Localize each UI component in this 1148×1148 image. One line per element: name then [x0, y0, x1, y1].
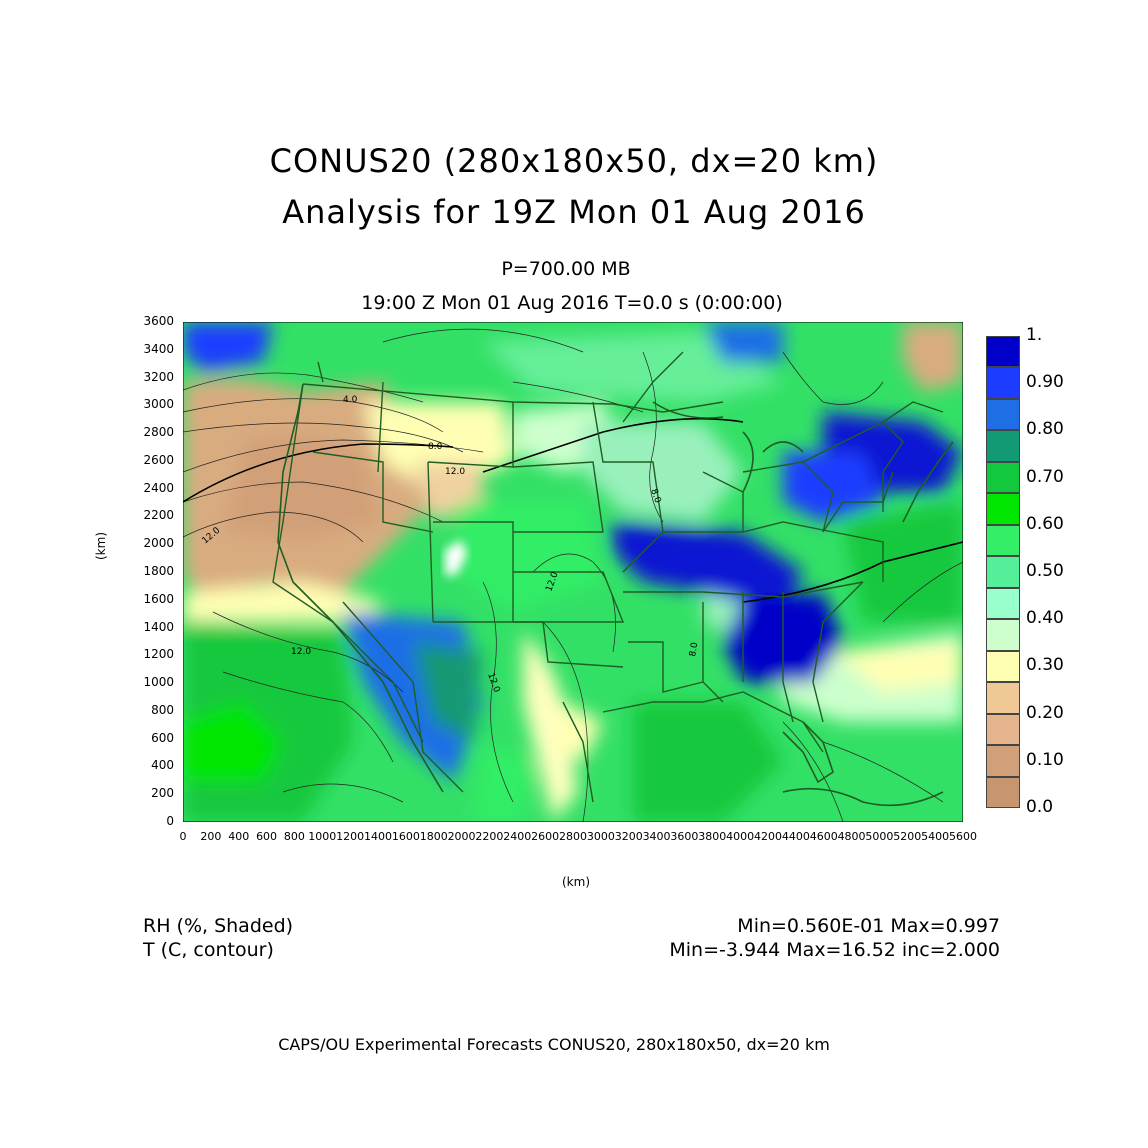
x-tick-label: 1400 — [364, 830, 392, 843]
temperature-field-label: T (C, contour) — [143, 939, 274, 961]
pressure-level: P=700.00 MB — [501, 258, 631, 280]
x-tick-label: 5200 — [893, 830, 922, 843]
y-tick-label: 1400 — [143, 619, 174, 634]
legend-swatch — [986, 493, 1020, 525]
legend-label: 0.80 — [1026, 419, 1064, 440]
legend-swatch — [986, 650, 1020, 683]
footer-caption: CAPS/OU Experimental Forecasts CONUS20, … — [278, 1035, 830, 1054]
x-tick-label: 1000 — [308, 830, 337, 843]
legend-swatch — [986, 682, 1020, 714]
x-tick-label: 4600 — [809, 830, 838, 843]
x-tick-label: 5600 — [949, 830, 977, 843]
temperature-contours — [183, 328, 963, 822]
y-axis-label: (km) — [94, 531, 108, 560]
legend-label: 0.70 — [1026, 466, 1064, 487]
x-tick-label: 0 — [179, 830, 187, 843]
contour-label: 8.0 — [428, 442, 443, 452]
x-tick-label: 4000 — [726, 830, 755, 843]
legend-swatch — [986, 524, 1020, 557]
x-tick-label: 5400 — [921, 830, 950, 843]
x-tick-label: 4200 — [754, 830, 782, 843]
y-tick-label: 3600 — [143, 314, 174, 328]
x-tick-label: 1800 — [419, 830, 448, 843]
legend-label: 0.60 — [1026, 513, 1064, 534]
legend-swatch — [986, 745, 1020, 777]
x-tick-label: 3800 — [698, 830, 727, 843]
y-tick-label: 1000 — [143, 675, 174, 690]
x-tick-label: 3000 — [586, 830, 615, 843]
x-tick-label: 200 — [200, 830, 222, 843]
title-line2: Analysis for 19Z Mon 01 Aug 2016 — [282, 193, 866, 231]
temperature-field-stats: Min=-3.944 Max=16.52 inc=2.000 — [669, 939, 1000, 961]
legend-label: 0.20 — [1026, 702, 1064, 723]
legend-label: 0.10 — [1026, 749, 1064, 770]
legend-swatch — [986, 367, 1020, 399]
y-tick-label: 3400 — [143, 341, 174, 356]
y-tick-label: 3000 — [143, 397, 174, 412]
legend-label: 0.40 — [1026, 608, 1064, 629]
x-tick-label: 2000 — [447, 830, 476, 843]
x-tick-label: 2400 — [503, 830, 532, 843]
x-tick-label: 3600 — [670, 830, 699, 843]
contour-label: 8.0 — [648, 488, 662, 505]
legend-swatch — [986, 619, 1020, 651]
x-axis-label: (km) — [562, 875, 591, 889]
legend-swatch — [986, 398, 1020, 431]
rh-field-stats: Min=0.560E-01 Max=0.997 — [737, 915, 1000, 937]
rh-temperature-map: 4.0 8.0 12.0 12.0 12.0 12.0 12.0 8.0 8.0 — [183, 322, 963, 822]
y-tick-label: 1200 — [143, 647, 174, 662]
legend-label: 1. — [1026, 325, 1043, 345]
legend-swatch — [986, 776, 1020, 808]
x-tick-label: 4800 — [837, 830, 866, 843]
legend-swatch — [986, 556, 1020, 588]
y-tick-label: 1600 — [143, 591, 174, 606]
y-tick-label: 800 — [151, 702, 174, 717]
y-tick-label: 200 — [151, 786, 174, 801]
legend-swatch — [986, 587, 1020, 620]
legend-swatch — [986, 713, 1020, 746]
rh-shading — [183, 322, 963, 822]
y-tick-label: 2600 — [143, 452, 174, 467]
x-tick-label: 2800 — [559, 830, 587, 843]
rh-field-label: RH (%, Shaded) — [143, 915, 294, 937]
contour-8c — [183, 443, 454, 503]
legend-swatch — [986, 336, 1020, 368]
legend-label: 0.90 — [1026, 372, 1064, 393]
state-boundaries — [272, 351, 944, 803]
contour-12c-east — [742, 541, 963, 603]
x-tick-label: 3200 — [614, 830, 643, 843]
y-tick-label: 2400 — [143, 480, 174, 495]
x-tick-label: 5000 — [865, 830, 894, 843]
contour-label: 12.0 — [445, 467, 465, 477]
legend-label: 0.0 — [1026, 797, 1054, 817]
y-tick-label: 0 — [166, 814, 174, 828]
x-tick-label: 400 — [228, 830, 250, 843]
contour-label: 12.0 — [291, 647, 311, 657]
valid-time: 19:00 Z Mon 01 Aug 2016 T=0.0 s (0:00:00… — [361, 292, 783, 314]
x-tick-label: 3400 — [642, 830, 671, 843]
legend-swatch — [986, 430, 1020, 462]
x-tick-label: 600 — [256, 830, 278, 843]
x-tick-label: 2200 — [475, 830, 504, 843]
x-tick-label: 4400 — [781, 830, 810, 843]
contour-label: 4.0 — [343, 395, 358, 405]
y-tick-label: 2800 — [143, 425, 174, 440]
legend-label: 0.50 — [1026, 561, 1064, 581]
y-tick-label: 3200 — [143, 369, 174, 384]
y-tick-label: 1800 — [143, 564, 174, 578]
y-tick-label: 2200 — [143, 508, 174, 523]
coastlines — [277, 383, 954, 807]
y-tick-label: 400 — [151, 758, 174, 773]
x-tick-label: 1600 — [391, 830, 420, 843]
x-tick-label: 2600 — [531, 830, 560, 843]
x-tick-label: 1200 — [336, 830, 365, 843]
legend-swatch — [986, 461, 1020, 494]
legend-label: 0.30 — [1026, 655, 1064, 676]
y-tick-label: 600 — [151, 730, 174, 745]
x-tick-label: 800 — [283, 830, 305, 843]
title-line1: CONUS20 (280x180x50, dx=20 km) — [269, 142, 879, 180]
y-tick-label: 2000 — [143, 536, 174, 551]
contour-label: 8.0 — [688, 641, 700, 657]
